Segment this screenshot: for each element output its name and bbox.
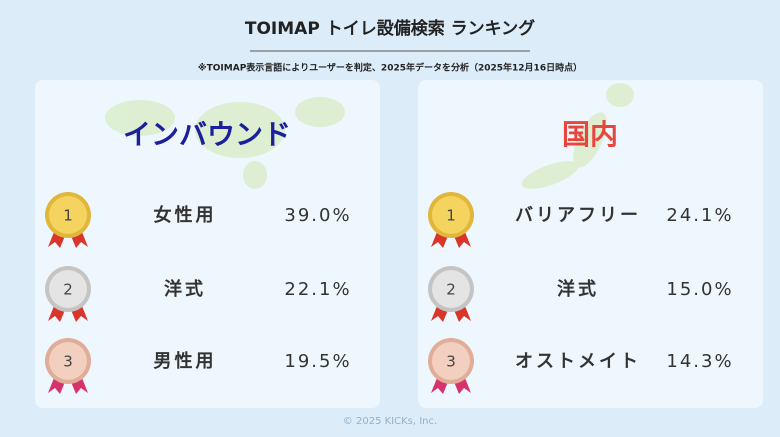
- item-label: 男性用: [154, 350, 217, 372]
- item-value: 39.0%: [284, 205, 351, 226]
- medal-face: [49, 196, 87, 234]
- medal-face: [432, 196, 470, 234]
- item-value: 24.1%: [666, 205, 733, 226]
- panel-domestic: [418, 80, 763, 408]
- japan-map: [521, 83, 634, 189]
- medal-face: [432, 342, 470, 380]
- rank: 1: [63, 207, 73, 225]
- item-label: 女性用: [154, 204, 217, 226]
- rank: 1: [446, 207, 456, 225]
- item-label: 洋式: [164, 278, 206, 300]
- item-value: 19.5%: [284, 351, 351, 372]
- item-label: 洋式: [557, 278, 599, 300]
- footer: © 2025 KICKs, Inc.: [343, 416, 437, 427]
- panel-title: 国内: [562, 118, 618, 151]
- rank: 2: [446, 281, 456, 299]
- medal-face: [49, 270, 87, 308]
- panel-inbound: [35, 80, 380, 408]
- item-value: 22.1%: [284, 279, 351, 300]
- rank: 3: [63, 353, 73, 371]
- medal-face: [49, 342, 87, 380]
- item-label: バリアフリー: [515, 205, 641, 226]
- rank: 2: [63, 281, 73, 299]
- world-map: [105, 97, 345, 189]
- medal-face: [432, 270, 470, 308]
- item-value: 15.0%: [666, 279, 733, 300]
- panel-title: インバウンド: [123, 118, 291, 151]
- item-value: 14.3%: [666, 351, 733, 372]
- rank: 3: [446, 353, 456, 371]
- title: TOIMAP トイレ設備検索 ランキング: [245, 18, 535, 39]
- note: ※TOIMAP表示言語によりユーザーを判定、2025年データを分析（2025年1…: [198, 62, 582, 74]
- item-label: オストメイト: [515, 351, 641, 372]
